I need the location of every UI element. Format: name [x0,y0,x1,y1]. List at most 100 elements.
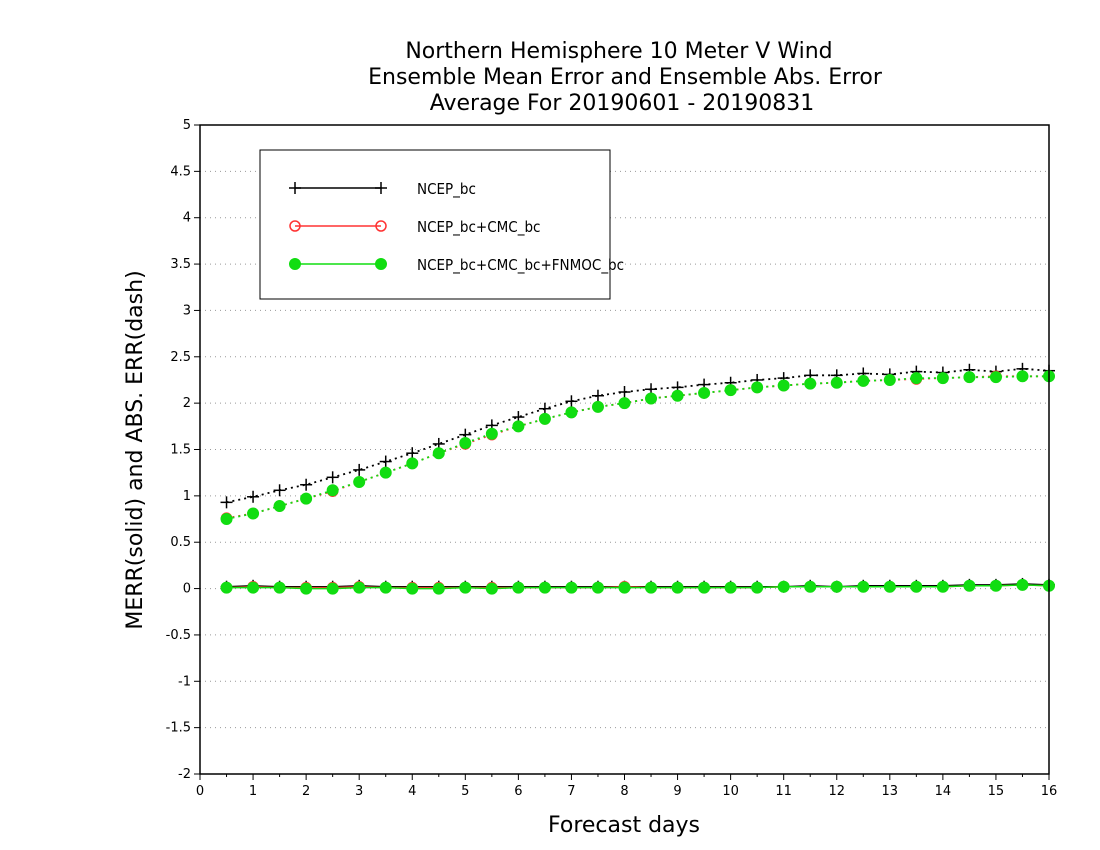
x-tick-label: 13 [882,784,899,799]
x-tick-label: 10 [722,784,739,799]
abs-err-point-ncep-bc [353,463,366,476]
merr-point-ncep-bc-cmc-bc-fnmoc-bc [804,580,817,593]
merr-point-ncep-bc-cmc-bc-fnmoc-bc [830,580,843,593]
legend-marker-ncep-bc-cmc-bc-fnmoc-bc [289,258,301,270]
abs-err-point-ncep-bc-cmc-bc-fnmoc-bc [485,427,498,440]
abs-err-point-ncep-bc-cmc-bc-fnmoc-bc [326,484,339,497]
abs-err-point-ncep-bc-cmc-bc-fnmoc-bc [565,406,578,419]
abs-err-point-ncep-bc-cmc-bc-fnmoc-bc [512,420,525,433]
x-tick-label: 3 [355,784,363,799]
y-tick-label: 1.5 [170,443,191,458]
y-tick-label: 2 [183,396,191,411]
abs-err-point-ncep-bc-cmc-bc-fnmoc-bc [1016,370,1029,383]
abs-err-point-ncep-bc-cmc-bc-fnmoc-bc [698,386,711,399]
abs-err-point-ncep-bc [247,490,260,503]
merr-point-ncep-bc-cmc-bc-fnmoc-bc [353,581,366,594]
abs-err-point-ncep-bc-cmc-bc-fnmoc-bc [220,513,233,526]
merr-point-ncep-bc-cmc-bc-fnmoc-bc [724,581,737,594]
merr-point-ncep-bc-cmc-bc-fnmoc-bc [936,580,949,593]
abs-err-line-ncep-bc [226,367,1050,504]
x-tick-label: 14 [935,784,952,799]
abs-err-point-ncep-bc-cmc-bc-fnmoc-bc [910,372,923,385]
axis-ticks: 54.543.532.521.510.50-0.5-1-1.5-20 1 2 3 4 5 6… [166,118,1058,799]
x-tick-label: 7 [567,784,575,799]
merr-point-ncep-bc-cmc-bc-fnmoc-bc [963,579,976,592]
y-tick-label: 3 [183,303,191,318]
abs-err-point-ncep-bc-cmc-bc-fnmoc-bc [247,507,260,520]
y-tick-label: -1.5 [166,721,191,736]
y-tick-label: 3.5 [170,257,191,272]
merr-point-ncep-bc-cmc-bc-fnmoc-bc [777,580,790,593]
x-tick-label: 15 [988,784,1005,799]
abs-err-point-ncep-bc-cmc-bc-fnmoc-bc [591,400,604,413]
abs-err-point-ncep-bc [538,402,551,415]
merr-point-ncep-bc-cmc-bc-fnmoc-bc [618,581,631,594]
legend-marker-ncep-bc [375,182,387,194]
merr-point-ncep-bc-cmc-bc-fnmoc-bc [671,581,684,594]
abs-err-point-ncep-bc [618,386,631,399]
abs-err-point-ncep-bc-cmc-bc-fnmoc-bc [963,371,976,384]
abs-err-point-ncep-bc-cmc-bc-fnmoc-bc [857,374,870,387]
merr-point-ncep-bc-cmc-bc-fnmoc-bc [751,581,764,594]
y-tick-label: -2 [178,767,191,782]
abs-err-point-ncep-bc-cmc-bc-fnmoc-bc [777,379,790,392]
abs-err-point-ncep-bc-cmc-bc-fnmoc-bc [432,447,445,460]
abs-err-point-ncep-bc-cmc-bc-fnmoc-bc [645,392,658,405]
merr-point-ncep-bc-cmc-bc-fnmoc-bc [538,581,551,594]
x-tick-label: 5 [461,784,469,799]
chart-title-line-3: Average For 20190601 - 20190831 [430,91,815,116]
abs-err-point-ncep-bc-cmc-bc-fnmoc-bc [989,371,1002,384]
merr-point-ncep-bc-cmc-bc-fnmoc-bc [591,581,604,594]
merr-point-ncep-bc-cmc-bc-fnmoc-bc [379,581,392,594]
x-tick-label: 0 [196,784,204,799]
merr-point-ncep-bc-cmc-bc-fnmoc-bc [1016,578,1029,591]
abs-err-line-ncep-bc-cmc-bc [226,375,1049,519]
merr-point-ncep-bc-cmc-bc-fnmoc-bc [459,581,472,594]
abs-err-point-ncep-bc-cmc-bc-fnmoc-bc [353,475,366,488]
abs-err-point-ncep-bc [300,478,313,491]
legend-marker-ncep-bc [289,182,301,194]
y-tick-label: 5 [183,118,191,133]
y-tick-label: 1 [183,489,191,504]
merr-point-ncep-bc-cmc-bc-fnmoc-bc [910,580,923,593]
legend-marker-ncep-bc-cmc-bc-fnmoc-bc [375,258,387,270]
y-tick-label: 0 [183,582,191,597]
y-tick-label: 0.5 [170,535,191,550]
merr-point-ncep-bc-cmc-bc-fnmoc-bc [406,582,419,595]
legend-box [259,149,611,300]
abs-err-point-ncep-bc [379,455,392,468]
x-tick-label: 6 [514,784,522,799]
abs-err-point-ncep-bc [273,484,286,497]
abs-err-point-ncep-bc-cmc-bc-fnmoc-bc [379,466,392,479]
y-tick-label: -0.5 [166,628,191,643]
abs-err-point-ncep-bc-cmc-bc-fnmoc-bc [751,381,764,394]
abs-err-point-ncep-bc-cmc-bc-fnmoc-bc [459,437,472,450]
merr-point-ncep-bc-cmc-bc-fnmoc-bc [698,581,711,594]
x-tick-label: 16 [1041,784,1058,799]
x-tick-label: 2 [302,784,310,799]
abs-err-point-ncep-bc-cmc-bc-fnmoc-bc [883,373,896,386]
x-tick-label: 1 [249,784,257,799]
abs-err-point-ncep-bc-cmc-bc-fnmoc-bc [671,389,684,402]
chart-title-line-2: Ensemble Mean Error and Ensemble Abs. Er… [368,65,883,90]
x-tick-label: 12 [828,784,845,799]
chart-title-line-1: Northern Hemisphere 10 Meter V Wind [405,39,832,64]
y-tick-label: 4.5 [170,164,191,179]
legend-label-ncep-bc: NCEP_bc [417,180,476,199]
merr-point-ncep-bc-cmc-bc-fnmoc-bc [247,581,260,594]
abs-err-point-ncep-bc-cmc-bc-fnmoc-bc [724,384,737,397]
legend-entries: NCEP_bc NCEP_bc+CMC_bc NCEP_bc+CMC_bc+FNMO… [289,180,624,275]
abs-err-point-ncep-bc-cmc-bc-fnmoc-bc [538,412,551,425]
abs-err-point-ncep-bc-cmc-bc-fnmoc-bc [406,457,419,470]
x-tick-label: 11 [775,784,792,799]
x-tick-label: 9 [673,784,681,799]
merr-point-ncep-bc-cmc-bc-fnmoc-bc [326,582,339,595]
abs-err-line-ncep-bc-cmc-bc-fnmoc-bc [226,375,1049,520]
y-axis-title: MERR(solid) and ABS. ERR(dash) [123,270,148,629]
x-tick-label: 8 [620,784,628,799]
merr-point-ncep-bc-cmc-bc-fnmoc-bc [645,581,658,594]
abs-err-point-ncep-bc-cmc-bc-fnmoc-bc [273,500,286,513]
merr-point-ncep-bc-cmc-bc-fnmoc-bc [565,581,578,594]
x-axis-title: Forecast days [548,813,700,838]
merr-point-ncep-bc-cmc-bc-fnmoc-bc [857,580,870,593]
